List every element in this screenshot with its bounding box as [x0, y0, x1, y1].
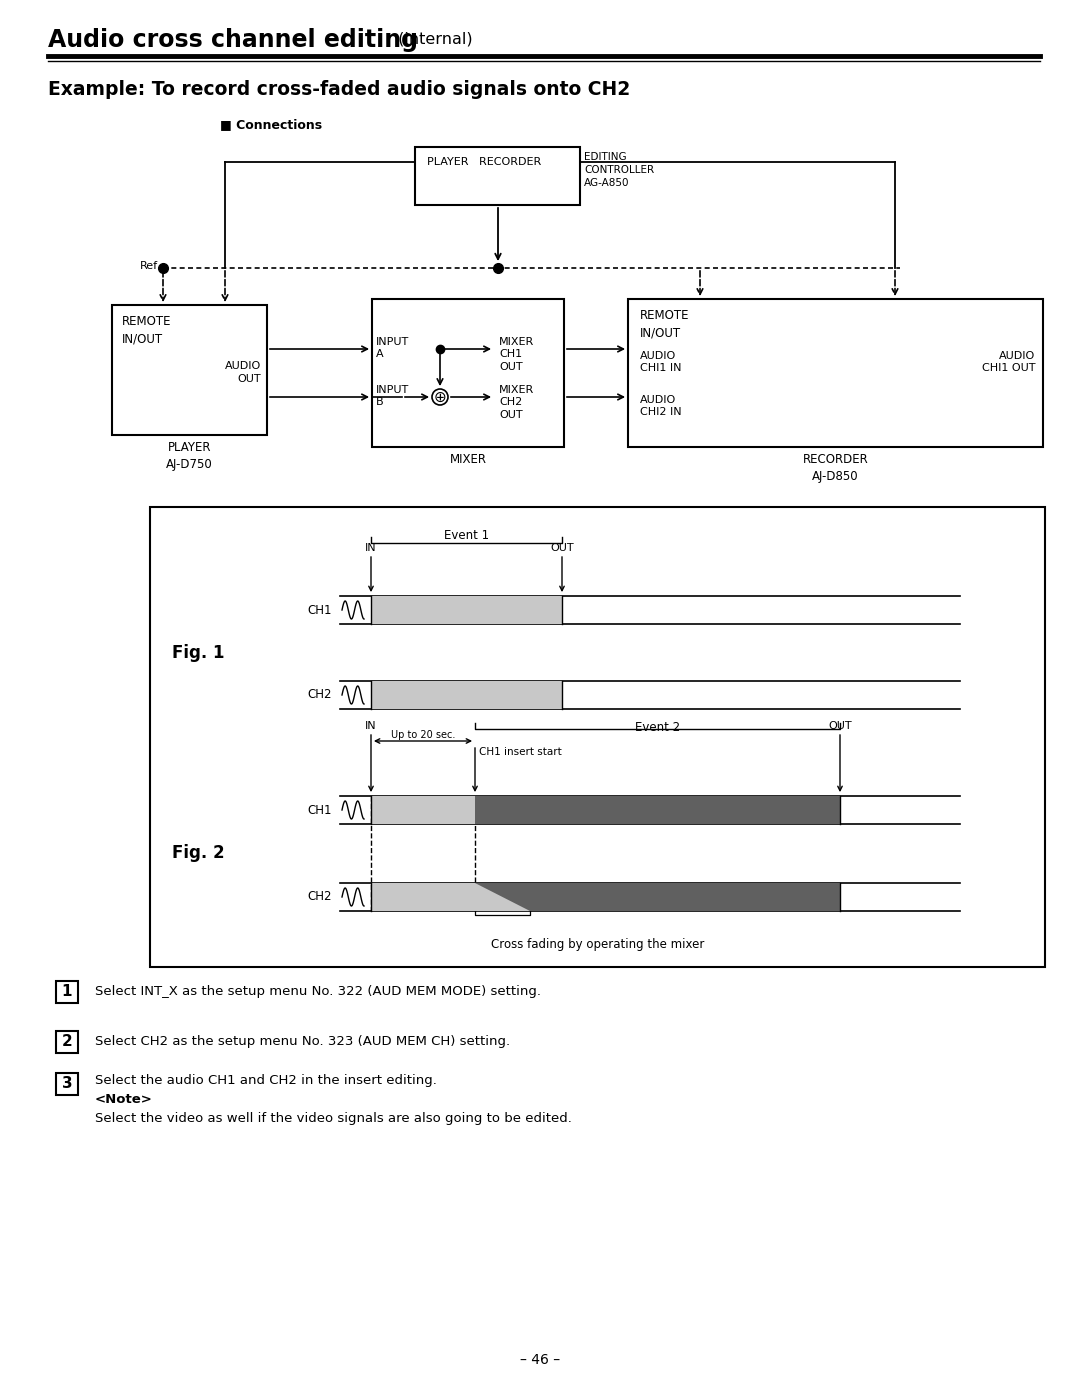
- Text: Fig. 2: Fig. 2: [172, 845, 225, 862]
- Text: 1: 1: [62, 985, 72, 999]
- Text: REMOTE
IN/OUT: REMOTE IN/OUT: [122, 314, 172, 345]
- Text: AUDIO
CHI1 IN: AUDIO CHI1 IN: [640, 351, 681, 373]
- Text: CH2: CH2: [308, 689, 332, 701]
- Bar: [372, 597, 562, 624]
- Text: Audio cross channel editing: Audio cross channel editing: [48, 28, 418, 52]
- Text: Event 1: Event 1: [444, 529, 489, 542]
- Bar: [372, 883, 530, 911]
- Circle shape: [432, 388, 448, 405]
- Text: OUT: OUT: [550, 543, 573, 553]
- Bar: [372, 299, 564, 447]
- Bar: [372, 680, 562, 710]
- Bar: [56, 1073, 78, 1095]
- Text: REMOTE
IN/OUT: REMOTE IN/OUT: [640, 309, 689, 339]
- Text: PLAYER   RECORDER: PLAYER RECORDER: [427, 156, 541, 168]
- Text: INPUT
B: INPUT B: [376, 386, 409, 408]
- Text: Select the audio CH1 and CH2 in the insert editing.: Select the audio CH1 and CH2 in the inse…: [95, 1074, 437, 1087]
- Text: EDITING
CONTROLLER
AG-A850: EDITING CONTROLLER AG-A850: [584, 152, 654, 189]
- Text: RECORDER
AJ-D850: RECORDER AJ-D850: [802, 453, 868, 483]
- Text: MIXER
CH1
OUT: MIXER CH1 OUT: [499, 337, 535, 372]
- Text: Cross fading by operating the mixer: Cross fading by operating the mixer: [490, 937, 704, 951]
- Bar: [475, 796, 840, 824]
- Text: CH1: CH1: [308, 604, 332, 616]
- Bar: [372, 796, 475, 824]
- Text: Ref: Ref: [140, 261, 158, 271]
- Text: IN: IN: [365, 543, 377, 553]
- Bar: [56, 1031, 78, 1053]
- Text: CH1 insert start: CH1 insert start: [480, 747, 562, 757]
- Text: 3: 3: [62, 1077, 72, 1091]
- Text: INPUT
A: INPUT A: [376, 337, 409, 359]
- Text: MIXER: MIXER: [449, 453, 486, 467]
- Text: Select CH2 as the setup menu No. 323 (AUD MEM CH) setting.: Select CH2 as the setup menu No. 323 (AU…: [95, 1035, 510, 1048]
- Bar: [627, 299, 1043, 447]
- Text: AUDIO
OUT: AUDIO OUT: [225, 360, 261, 384]
- Text: ⊕: ⊕: [434, 390, 446, 405]
- Bar: [56, 981, 78, 1003]
- Bar: [475, 883, 840, 911]
- Text: MIXER
CH2
OUT: MIXER CH2 OUT: [499, 386, 535, 420]
- Bar: [150, 507, 1045, 967]
- Text: <Note>: <Note>: [95, 1092, 153, 1106]
- Text: (internal): (internal): [393, 32, 473, 47]
- Text: – 46 –: – 46 –: [519, 1354, 561, 1368]
- Text: AUDIO
CHI2 IN: AUDIO CHI2 IN: [640, 395, 681, 418]
- Text: CH1: CH1: [308, 803, 332, 816]
- Text: PLAYER
AJ-D750: PLAYER AJ-D750: [166, 441, 213, 471]
- Text: AUDIO
CHI1 OUT: AUDIO CHI1 OUT: [982, 351, 1035, 373]
- Text: 2: 2: [62, 1035, 72, 1049]
- Polygon shape: [475, 883, 530, 911]
- Text: Example: To record cross-faded audio signals onto CH2: Example: To record cross-faded audio sig…: [48, 80, 631, 99]
- Text: Fig. 1: Fig. 1: [172, 644, 225, 662]
- Text: CH2: CH2: [308, 890, 332, 904]
- Text: Select INT_X as the setup menu No. 322 (AUD MEM MODE) setting.: Select INT_X as the setup menu No. 322 (…: [95, 985, 541, 997]
- Text: Select the video as well if the video signals are also going to be edited.: Select the video as well if the video si…: [95, 1112, 572, 1125]
- Text: Up to 20 sec.: Up to 20 sec.: [391, 731, 455, 740]
- Bar: [112, 305, 267, 434]
- Bar: [415, 147, 580, 205]
- Text: ■ Connections: ■ Connections: [220, 117, 322, 131]
- Text: Event 2: Event 2: [635, 721, 680, 733]
- Text: OUT: OUT: [828, 721, 852, 731]
- Text: IN: IN: [365, 721, 377, 731]
